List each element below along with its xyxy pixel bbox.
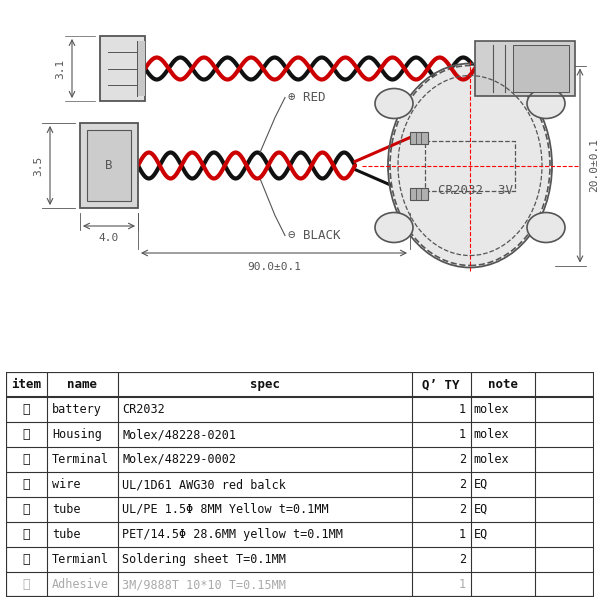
Text: item: item xyxy=(11,378,41,391)
Text: 4.0: 4.0 xyxy=(99,233,119,243)
Text: 2: 2 xyxy=(458,478,466,491)
Text: ⑦: ⑦ xyxy=(23,553,31,566)
Text: ⊕ RED: ⊕ RED xyxy=(288,91,325,104)
Text: 1: 1 xyxy=(458,528,466,541)
Bar xyxy=(410,187,428,199)
Text: Housing: Housing xyxy=(52,428,102,441)
Bar xyxy=(137,41,145,96)
Ellipse shape xyxy=(527,88,565,118)
Text: 3M/9888T 10*10 T=0.15MM: 3M/9888T 10*10 T=0.15MM xyxy=(122,578,286,591)
Ellipse shape xyxy=(375,212,413,242)
Text: 1: 1 xyxy=(458,403,466,416)
Text: Q’ TY: Q’ TY xyxy=(422,378,460,391)
Text: name: name xyxy=(67,378,97,391)
Text: ⑧: ⑧ xyxy=(23,578,31,591)
Text: ⑥: ⑥ xyxy=(23,528,31,541)
Text: 1: 1 xyxy=(458,428,466,441)
Text: EQ: EQ xyxy=(473,503,488,516)
Text: EQ: EQ xyxy=(473,478,488,491)
Text: Molex/48228-0201: Molex/48228-0201 xyxy=(122,428,236,441)
Text: CR2032  3V: CR2032 3V xyxy=(437,184,512,197)
Text: Adhesive: Adhesive xyxy=(52,578,109,591)
Text: note: note xyxy=(488,378,518,391)
Text: 20.0±0.1: 20.0±0.1 xyxy=(589,139,599,193)
Text: 2: 2 xyxy=(458,503,466,516)
Text: 2: 2 xyxy=(458,453,466,466)
Ellipse shape xyxy=(375,88,413,118)
Text: ③: ③ xyxy=(23,453,31,466)
Text: 3.1: 3.1 xyxy=(55,58,65,79)
Text: 90.0±0.1: 90.0±0.1 xyxy=(247,262,301,272)
Text: molex: molex xyxy=(473,428,509,441)
Text: 1: 1 xyxy=(458,578,466,591)
Text: Terminal: Terminal xyxy=(52,453,109,466)
Text: PET/14.5Φ 28.6MM yellow t=0.1MM: PET/14.5Φ 28.6MM yellow t=0.1MM xyxy=(122,528,343,541)
Ellipse shape xyxy=(390,65,550,265)
Bar xyxy=(87,130,131,201)
Bar xyxy=(410,131,428,143)
Text: 2: 2 xyxy=(458,553,466,566)
Text: B: B xyxy=(105,159,113,172)
Text: wire: wire xyxy=(52,478,80,491)
Text: molex: molex xyxy=(473,453,509,466)
Text: UL/PE 1.5Φ 8MM Yellow t=0.1MM: UL/PE 1.5Φ 8MM Yellow t=0.1MM xyxy=(122,503,329,516)
Bar xyxy=(475,41,575,96)
Text: CR2032: CR2032 xyxy=(122,403,165,416)
Text: EQ: EQ xyxy=(473,528,488,541)
Text: 3.5: 3.5 xyxy=(33,155,43,176)
Text: spec: spec xyxy=(250,378,280,391)
Text: ⑤: ⑤ xyxy=(23,503,31,516)
Text: tube: tube xyxy=(52,528,80,541)
Text: molex: molex xyxy=(473,403,509,416)
Bar xyxy=(80,123,138,208)
Text: ⊖ BLACK: ⊖ BLACK xyxy=(288,229,341,242)
Bar xyxy=(100,36,145,101)
Text: Termianl: Termianl xyxy=(52,553,109,566)
Text: battery: battery xyxy=(52,403,102,416)
Text: UL/1D61 AWG30 red balck: UL/1D61 AWG30 red balck xyxy=(122,478,286,491)
Bar xyxy=(425,140,515,191)
Bar xyxy=(513,45,569,92)
Ellipse shape xyxy=(527,212,565,242)
Text: ④: ④ xyxy=(23,478,31,491)
Text: Molex/48229-0002: Molex/48229-0002 xyxy=(122,453,236,466)
Text: tube: tube xyxy=(52,503,80,516)
Text: ②: ② xyxy=(23,428,31,441)
Text: ①: ① xyxy=(23,403,31,416)
Text: Soldering sheet T=0.1MM: Soldering sheet T=0.1MM xyxy=(122,553,286,566)
